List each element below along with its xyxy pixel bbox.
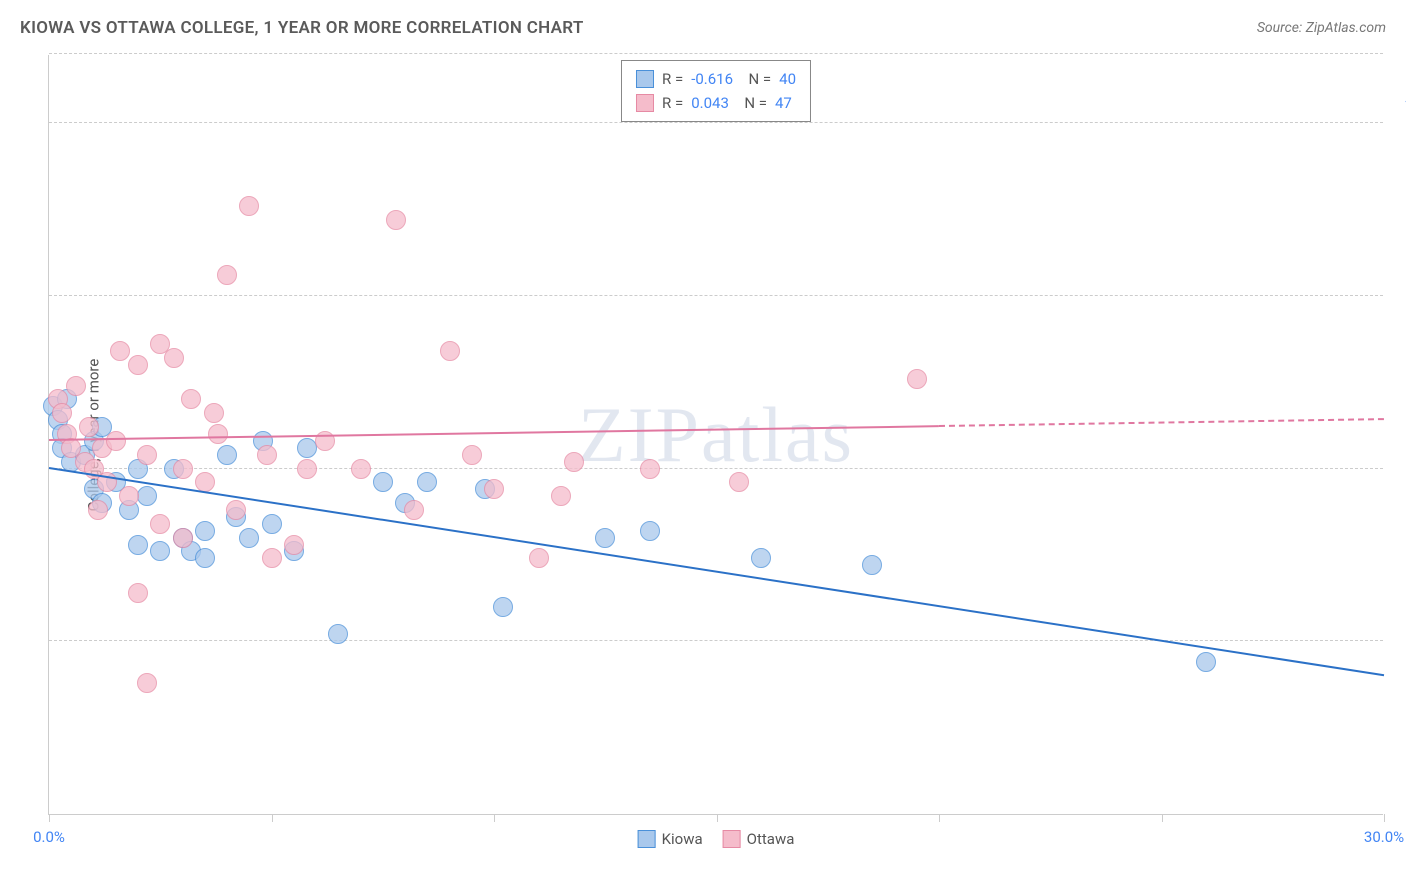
data-point [751,548,771,568]
y-tick-label: 75.0% [1393,269,1406,287]
data-point [564,452,584,472]
source-label: Source: ZipAtlas.com [1257,20,1386,36]
legend-n-label: N = [737,91,767,115]
data-point [284,535,304,555]
trend-line [49,425,939,441]
legend-item: Ottawa [723,830,795,848]
x-tick [1162,814,1163,822]
x-tick [494,814,495,822]
data-point [195,521,215,541]
data-point [195,548,215,568]
data-point [257,445,277,465]
legend-r-value: 0.043 [691,91,729,115]
data-point [88,500,108,520]
data-point [217,445,237,465]
data-point [640,521,660,541]
legend-n-value: 40 [779,67,796,91]
legend-series-name: Kiowa [662,830,703,848]
data-point [150,514,170,534]
data-point [493,597,513,617]
legend-swatch [638,830,656,848]
data-point [137,445,157,465]
legend-item: Kiowa [638,830,703,848]
legend-n-label: N = [741,67,771,91]
trend-line-extrapolated [939,418,1384,427]
data-point [297,459,317,479]
data-point [640,459,660,479]
data-point [164,348,184,368]
data-point [137,486,157,506]
legend-row: R = 0.043 N = 47 [636,91,796,115]
x-tick [717,814,718,822]
data-point [226,500,246,520]
legend-r-value: -0.616 [691,67,733,91]
data-point [907,369,927,389]
data-point [1196,652,1216,672]
data-point [595,528,615,548]
data-point [66,376,86,396]
legend-r-label: R = [662,67,683,91]
data-point [79,417,99,437]
data-point [52,403,72,423]
chart-plot-area: ZIPatlas College, 1 year or more 25.0%50… [48,55,1383,815]
data-point [351,459,371,479]
legend-swatch [636,70,654,88]
gridline [49,640,1383,641]
trend-line [49,467,1384,676]
series-legend: Kiowa Ottawa [638,830,795,848]
y-tick-label: 100.0% [1393,96,1406,114]
data-point [150,541,170,561]
data-point [173,459,193,479]
data-point [239,528,259,548]
data-point [262,548,282,568]
data-point [106,431,126,451]
correlation-legend: R = -0.616 N = 40R = 0.043 N = 47 [621,60,811,122]
data-point [373,472,393,492]
data-point [239,196,259,216]
data-point [484,479,504,499]
gridline [49,53,1383,54]
y-tick-label: 50.0% [1393,442,1406,460]
data-point [551,486,571,506]
gridline [49,295,1383,296]
data-point [404,500,424,520]
data-point [417,472,437,492]
chart-title: KIOWA VS OTTAWA COLLEGE, 1 YEAR OR MORE … [20,18,584,38]
data-point [328,624,348,644]
data-point [128,355,148,375]
data-point [386,210,406,230]
data-point [128,535,148,555]
legend-row: R = -0.616 N = 40 [636,67,796,91]
y-tick-label: 25.0% [1393,614,1406,632]
data-point [217,265,237,285]
data-point [181,389,201,409]
gridline [49,468,1383,469]
x-tick [1384,814,1385,822]
legend-swatch [723,830,741,848]
data-point [462,445,482,465]
x-tick [939,814,940,822]
data-point [262,514,282,534]
legend-n-value: 47 [775,91,792,115]
x-tick [272,814,273,822]
x-tick-label: 30.0% [1364,828,1404,846]
data-point [529,548,549,568]
watermark: ZIPatlas [578,390,854,480]
x-tick-label: 0.0% [33,828,65,846]
data-point [440,341,460,361]
data-point [208,424,228,444]
data-point [137,673,157,693]
gridline [49,122,1383,123]
data-point [119,486,139,506]
data-point [204,403,224,423]
legend-r-label: R = [662,91,683,115]
legend-series-name: Ottawa [747,830,795,848]
legend-swatch [636,94,654,112]
data-point [110,341,130,361]
data-point [729,472,749,492]
data-point [173,528,193,548]
data-point [128,583,148,603]
x-tick [49,814,50,822]
data-point [862,555,882,575]
